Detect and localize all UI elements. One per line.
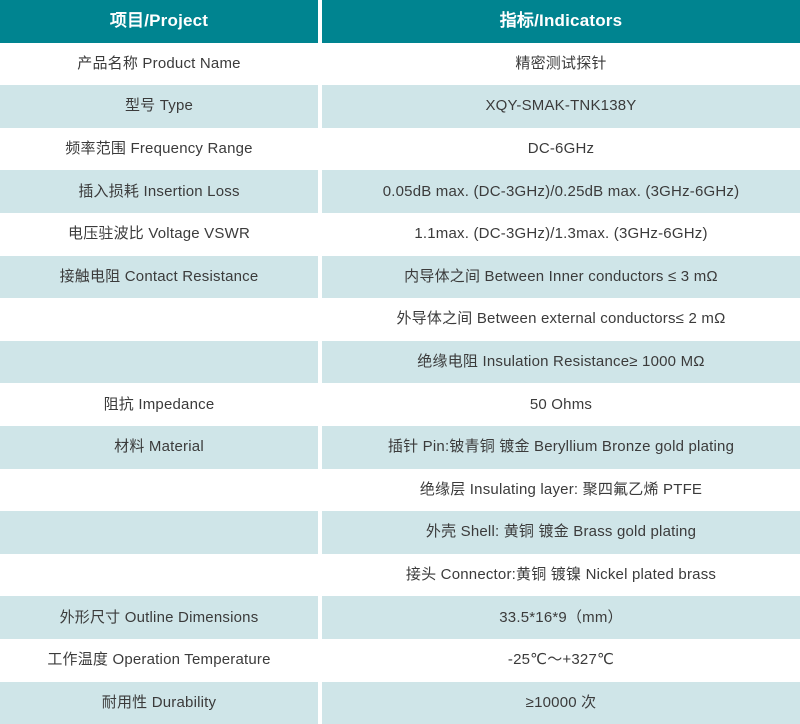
project-cell: 频率范围 Frequency Range (0, 127, 322, 171)
table-row: 阻抗 Impedance 50 Ohms (0, 383, 800, 426)
table-row: 插入损耗 Insertion Loss 0.05dB max. (DC-3GHz)… (0, 170, 800, 213)
project-cell: 型号 Type (0, 85, 322, 128)
project-cell: 电压驻波比 Voltage VSWR (0, 212, 322, 256)
project-cell: 产品名称 Product Name (0, 42, 322, 86)
indicator-cell: 0.05dB max. (DC-3GHz)/0.25dB max. (3GHz-… (322, 170, 800, 213)
indicator-cell: 插针 Pin:铍青铜 镀金 Beryllium Bronze gold plat… (322, 425, 800, 469)
table-row: 外形尺寸 Outline Dimensions 33.5*16*9（mm） (0, 596, 800, 639)
table-row: 工作温度 Operation Temperature -25℃～+327℃ (0, 638, 800, 682)
indicator-cell: 精密测试探针 (322, 42, 800, 86)
indicator-cell: -25℃～+327℃ (322, 638, 800, 682)
indicator-cell: ≥10000 次 (322, 681, 800, 724)
table-row: 电压驻波比 Voltage VSWR 1.1max. (DC-3GHz)/1.3m… (0, 212, 800, 256)
project-cell (0, 511, 322, 554)
project-cell (0, 298, 322, 341)
indicator-cell: XQY-SMAK-TNK138Y (322, 85, 800, 128)
project-cell: 耐用性 Durability (0, 681, 322, 724)
table-row: 产品名称 Product Name 精密测试探针 (0, 42, 800, 86)
indicator-cell: 33.5*16*9（mm） (322, 596, 800, 639)
table-row: 绝缘层 Insulating layer: 聚四氟乙烯 PTFE (0, 468, 800, 512)
project-cell: 工作温度 Operation Temperature (0, 638, 322, 682)
indicator-cell: 绝缘层 Insulating layer: 聚四氟乙烯 PTFE (322, 468, 800, 512)
project-cell: 阻抗 Impedance (0, 383, 322, 426)
project-cell: 材料 Material (0, 425, 322, 469)
indicator-cell: 1.1max. (DC-3GHz)/1.3max. (3GHz-6GHz) (322, 212, 800, 256)
table-row: 耐用性 Durability ≥10000 次 (0, 681, 800, 724)
table-row: 接触电阻 Contact Resistance 内导体之间 Between Inn… (0, 255, 800, 299)
indicator-cell: 外导体之间 Between external conductors≤ 2 mΩ (322, 298, 800, 341)
indicator-cell: 接头 Connector:黄铜 镀镍 Nickel plated brass (322, 553, 800, 597)
project-cell (0, 468, 322, 512)
table-row: 接头 Connector:黄铜 镀镍 Nickel plated brass (0, 553, 800, 597)
table-row: 材料 Material 插针 Pin:铍青铜 镀金 Beryllium Bronz… (0, 425, 800, 469)
project-cell: 插入损耗 Insertion Loss (0, 170, 322, 213)
table-row: 绝缘电阻 Insulation Resistance≥ 1000 MΩ (0, 340, 800, 384)
table-row: 外导体之间 Between external conductors≤ 2 mΩ (0, 298, 800, 341)
project-cell (0, 340, 322, 384)
table-header-row: 项目/Project 指标/Indicators (0, 0, 800, 43)
table-row: 外壳 Shell: 黄铜 镀金 Brass gold plating (0, 511, 800, 554)
project-cell: 外形尺寸 Outline Dimensions (0, 596, 322, 639)
indicator-cell: 50 Ohms (322, 383, 800, 426)
indicator-cell: 绝缘电阻 Insulation Resistance≥ 1000 MΩ (322, 340, 800, 384)
indicator-cell: 内导体之间 Between Inner conductors ≤ 3 mΩ (322, 255, 800, 299)
header-project-column: 项目/Project (0, 0, 322, 43)
table-row: 频率范围 Frequency Range DC-6GHz (0, 127, 800, 171)
table-row: 型号 Type XQY-SMAK-TNK138Y (0, 85, 800, 128)
header-indicators-column: 指标/Indicators (322, 0, 800, 43)
project-cell (0, 553, 322, 597)
indicator-cell: DC-6GHz (322, 127, 800, 171)
project-cell: 接触电阻 Contact Resistance (0, 255, 322, 299)
indicator-cell: 外壳 Shell: 黄铜 镀金 Brass gold plating (322, 511, 800, 554)
